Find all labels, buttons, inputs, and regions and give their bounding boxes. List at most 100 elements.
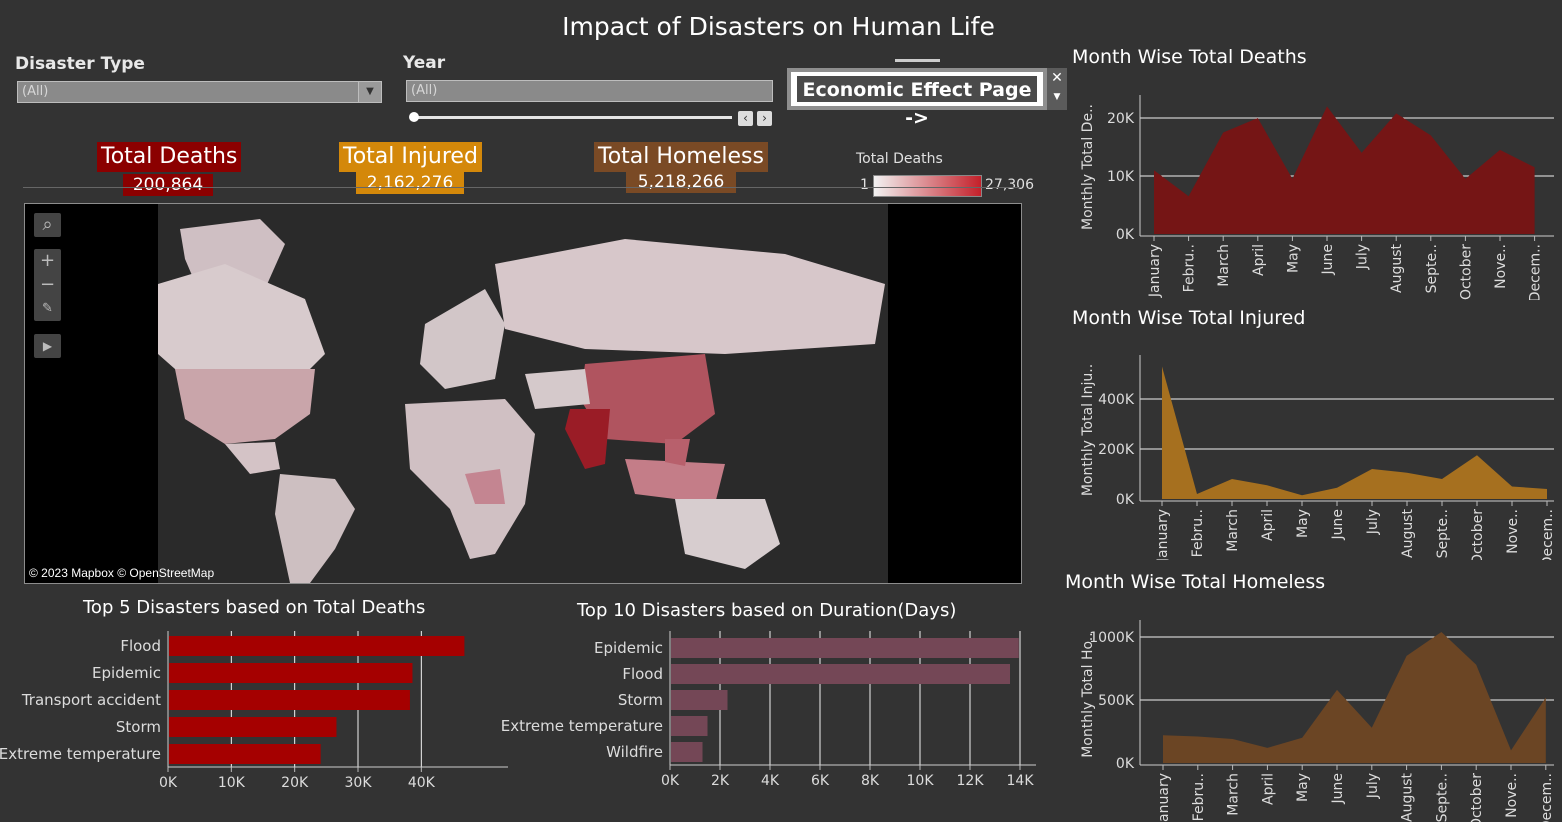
button-controls: ✕ ▼ xyxy=(1047,68,1067,110)
x-tick-label: 2K xyxy=(711,773,730,789)
bar xyxy=(671,690,728,710)
top5-deaths-title: Top 5 Disasters based on Total Deaths xyxy=(83,597,426,618)
year-input[interactable]: (All) xyxy=(406,80,773,102)
zoom-in-icon[interactable]: + xyxy=(39,250,56,271)
bar xyxy=(169,636,465,656)
x-tick-label: Febru.. xyxy=(1182,244,1198,292)
drc-shape xyxy=(465,469,505,504)
x-tick-label: July xyxy=(1355,244,1371,270)
chevron-down-icon[interactable]: ▼ xyxy=(358,82,381,102)
y-axis-label: Monthly Total Inju.. xyxy=(1080,364,1096,496)
disaster-type-value: (All) xyxy=(22,84,49,99)
x-tick-label: Decem.. xyxy=(1539,773,1555,822)
x-tick-label: January xyxy=(1156,773,1172,822)
category-label: Extreme temperature xyxy=(501,717,663,735)
y-tick-label: 20K xyxy=(1107,111,1135,127)
year-next-button[interactable]: › xyxy=(757,111,772,126)
x-tick-label: 8K xyxy=(861,773,880,789)
close-icon[interactable]: ✕ xyxy=(1051,70,1063,86)
category-label: Extreme temperature xyxy=(0,745,161,763)
y-tick-label: 0K xyxy=(1116,492,1135,508)
kpi-deaths-value: 200,864 xyxy=(123,174,213,196)
x-tick-label: 40K xyxy=(408,775,436,791)
philippines-shape xyxy=(665,439,690,466)
x-tick-label: July xyxy=(1365,509,1381,535)
bar xyxy=(169,717,337,737)
year-prev-button[interactable]: ‹ xyxy=(738,111,753,126)
y-axis-label: Monthly Total Ho.. xyxy=(1080,632,1096,757)
x-tick-label: Septe.. xyxy=(1434,773,1450,822)
usa-shape xyxy=(175,369,315,444)
x-tick-label: October xyxy=(1469,773,1485,822)
map-toolbar: ⌕ xyxy=(34,213,61,237)
bar xyxy=(169,663,413,683)
month-injured-chart: Monthly Total Inju.. 0K 200K 400K January Feb… xyxy=(1080,355,1556,560)
x-tick-label: October xyxy=(1458,244,1474,300)
economic-effect-label: Economic Effect Page -> xyxy=(797,76,1037,129)
disaster-type-label: Disaster Type xyxy=(15,54,145,74)
category-label: Flood xyxy=(120,637,161,655)
china-shape xyxy=(580,354,715,444)
area-series xyxy=(1163,631,1546,763)
y-tick-label: 200K xyxy=(1098,442,1135,458)
x-tick-label: August xyxy=(1400,772,1416,822)
map-legend-min: 1 xyxy=(860,177,869,193)
month-deaths-title: Month Wise Total Deaths xyxy=(1072,46,1307,68)
year-slider-handle[interactable] xyxy=(409,112,419,122)
y-tick-label: 400K xyxy=(1098,392,1135,408)
x-tick-label: Nove.. xyxy=(1504,773,1520,818)
year-label: Year xyxy=(403,53,446,73)
year-slider-track[interactable] xyxy=(412,116,732,119)
x-tick-label: April xyxy=(1260,509,1276,541)
x-tick-label: May xyxy=(1295,509,1311,538)
category-label: Epidemic xyxy=(92,664,161,682)
search-icon[interactable]: ⌕ xyxy=(42,214,53,235)
y-axis-label: Monthly Total De.. xyxy=(1080,104,1096,230)
kpi-injured-label: Total Injured xyxy=(339,142,482,172)
chevron-down-icon[interactable]: ▼ xyxy=(1053,92,1061,102)
x-tick-label: 4K xyxy=(761,773,780,789)
x-tick-label: Decem.. xyxy=(1540,509,1556,560)
x-tick-label: May xyxy=(1295,773,1311,802)
bar xyxy=(671,742,703,762)
play-icon[interactable]: ▶ xyxy=(42,339,53,353)
x-tick-label: 14K xyxy=(1007,773,1035,789)
bar xyxy=(671,664,1010,684)
bar xyxy=(169,744,321,764)
x-tick-label: October xyxy=(1470,509,1486,560)
pin-icon[interactable]: ✎ xyxy=(42,301,53,316)
y-tick-label: 500K xyxy=(1098,693,1135,709)
economic-effect-button[interactable]: Economic Effect Page -> xyxy=(787,68,1047,129)
drag-handle[interactable] xyxy=(895,59,940,62)
x-tick-label: 0K xyxy=(159,775,178,791)
x-tick-label: 30K xyxy=(345,775,373,791)
area-series xyxy=(1154,106,1535,234)
x-tick-label: March xyxy=(1226,773,1242,816)
x-tick-label: Febru.. xyxy=(1190,509,1206,557)
y-tick-label: 1000K xyxy=(1089,630,1135,646)
month-homeless-title: Month Wise Total Homeless xyxy=(1065,571,1326,593)
disaster-type-dropdown[interactable]: (All) ▼ xyxy=(17,81,382,103)
zoom-out-icon[interactable]: − xyxy=(39,274,56,295)
category-label: Transport accident xyxy=(21,691,161,709)
europe-shape xyxy=(420,289,505,389)
x-tick-label: 20K xyxy=(281,775,309,791)
x-tick-label: 10K xyxy=(907,773,935,789)
page-title: Impact of Disasters on Human Life xyxy=(562,12,995,41)
year-value: (All) xyxy=(411,83,438,98)
central-asia-shape xyxy=(525,369,590,409)
canada-shape xyxy=(158,264,325,374)
kpi-deaths-label: Total Deaths xyxy=(97,142,242,172)
x-tick-label: Febru.. xyxy=(1191,773,1207,821)
world-map[interactable]: ⌕ + − ✎ ▶ © 2023 Mapbox © OpenStreetMap xyxy=(24,203,1022,584)
x-tick-label: March xyxy=(1225,509,1241,552)
bar xyxy=(169,690,410,710)
map-zoom-controls: + − ✎ xyxy=(34,249,61,321)
kpi-homeless-label: Total Homeless xyxy=(594,142,768,172)
x-tick-label: 0K xyxy=(661,773,680,789)
kpi-injured-value: 2,162,276 xyxy=(356,172,464,194)
x-tick-label: January xyxy=(1155,509,1171,560)
x-tick-label: 10K xyxy=(218,775,246,791)
x-tick-label: March xyxy=(1216,244,1232,287)
map-divider xyxy=(23,187,1021,188)
